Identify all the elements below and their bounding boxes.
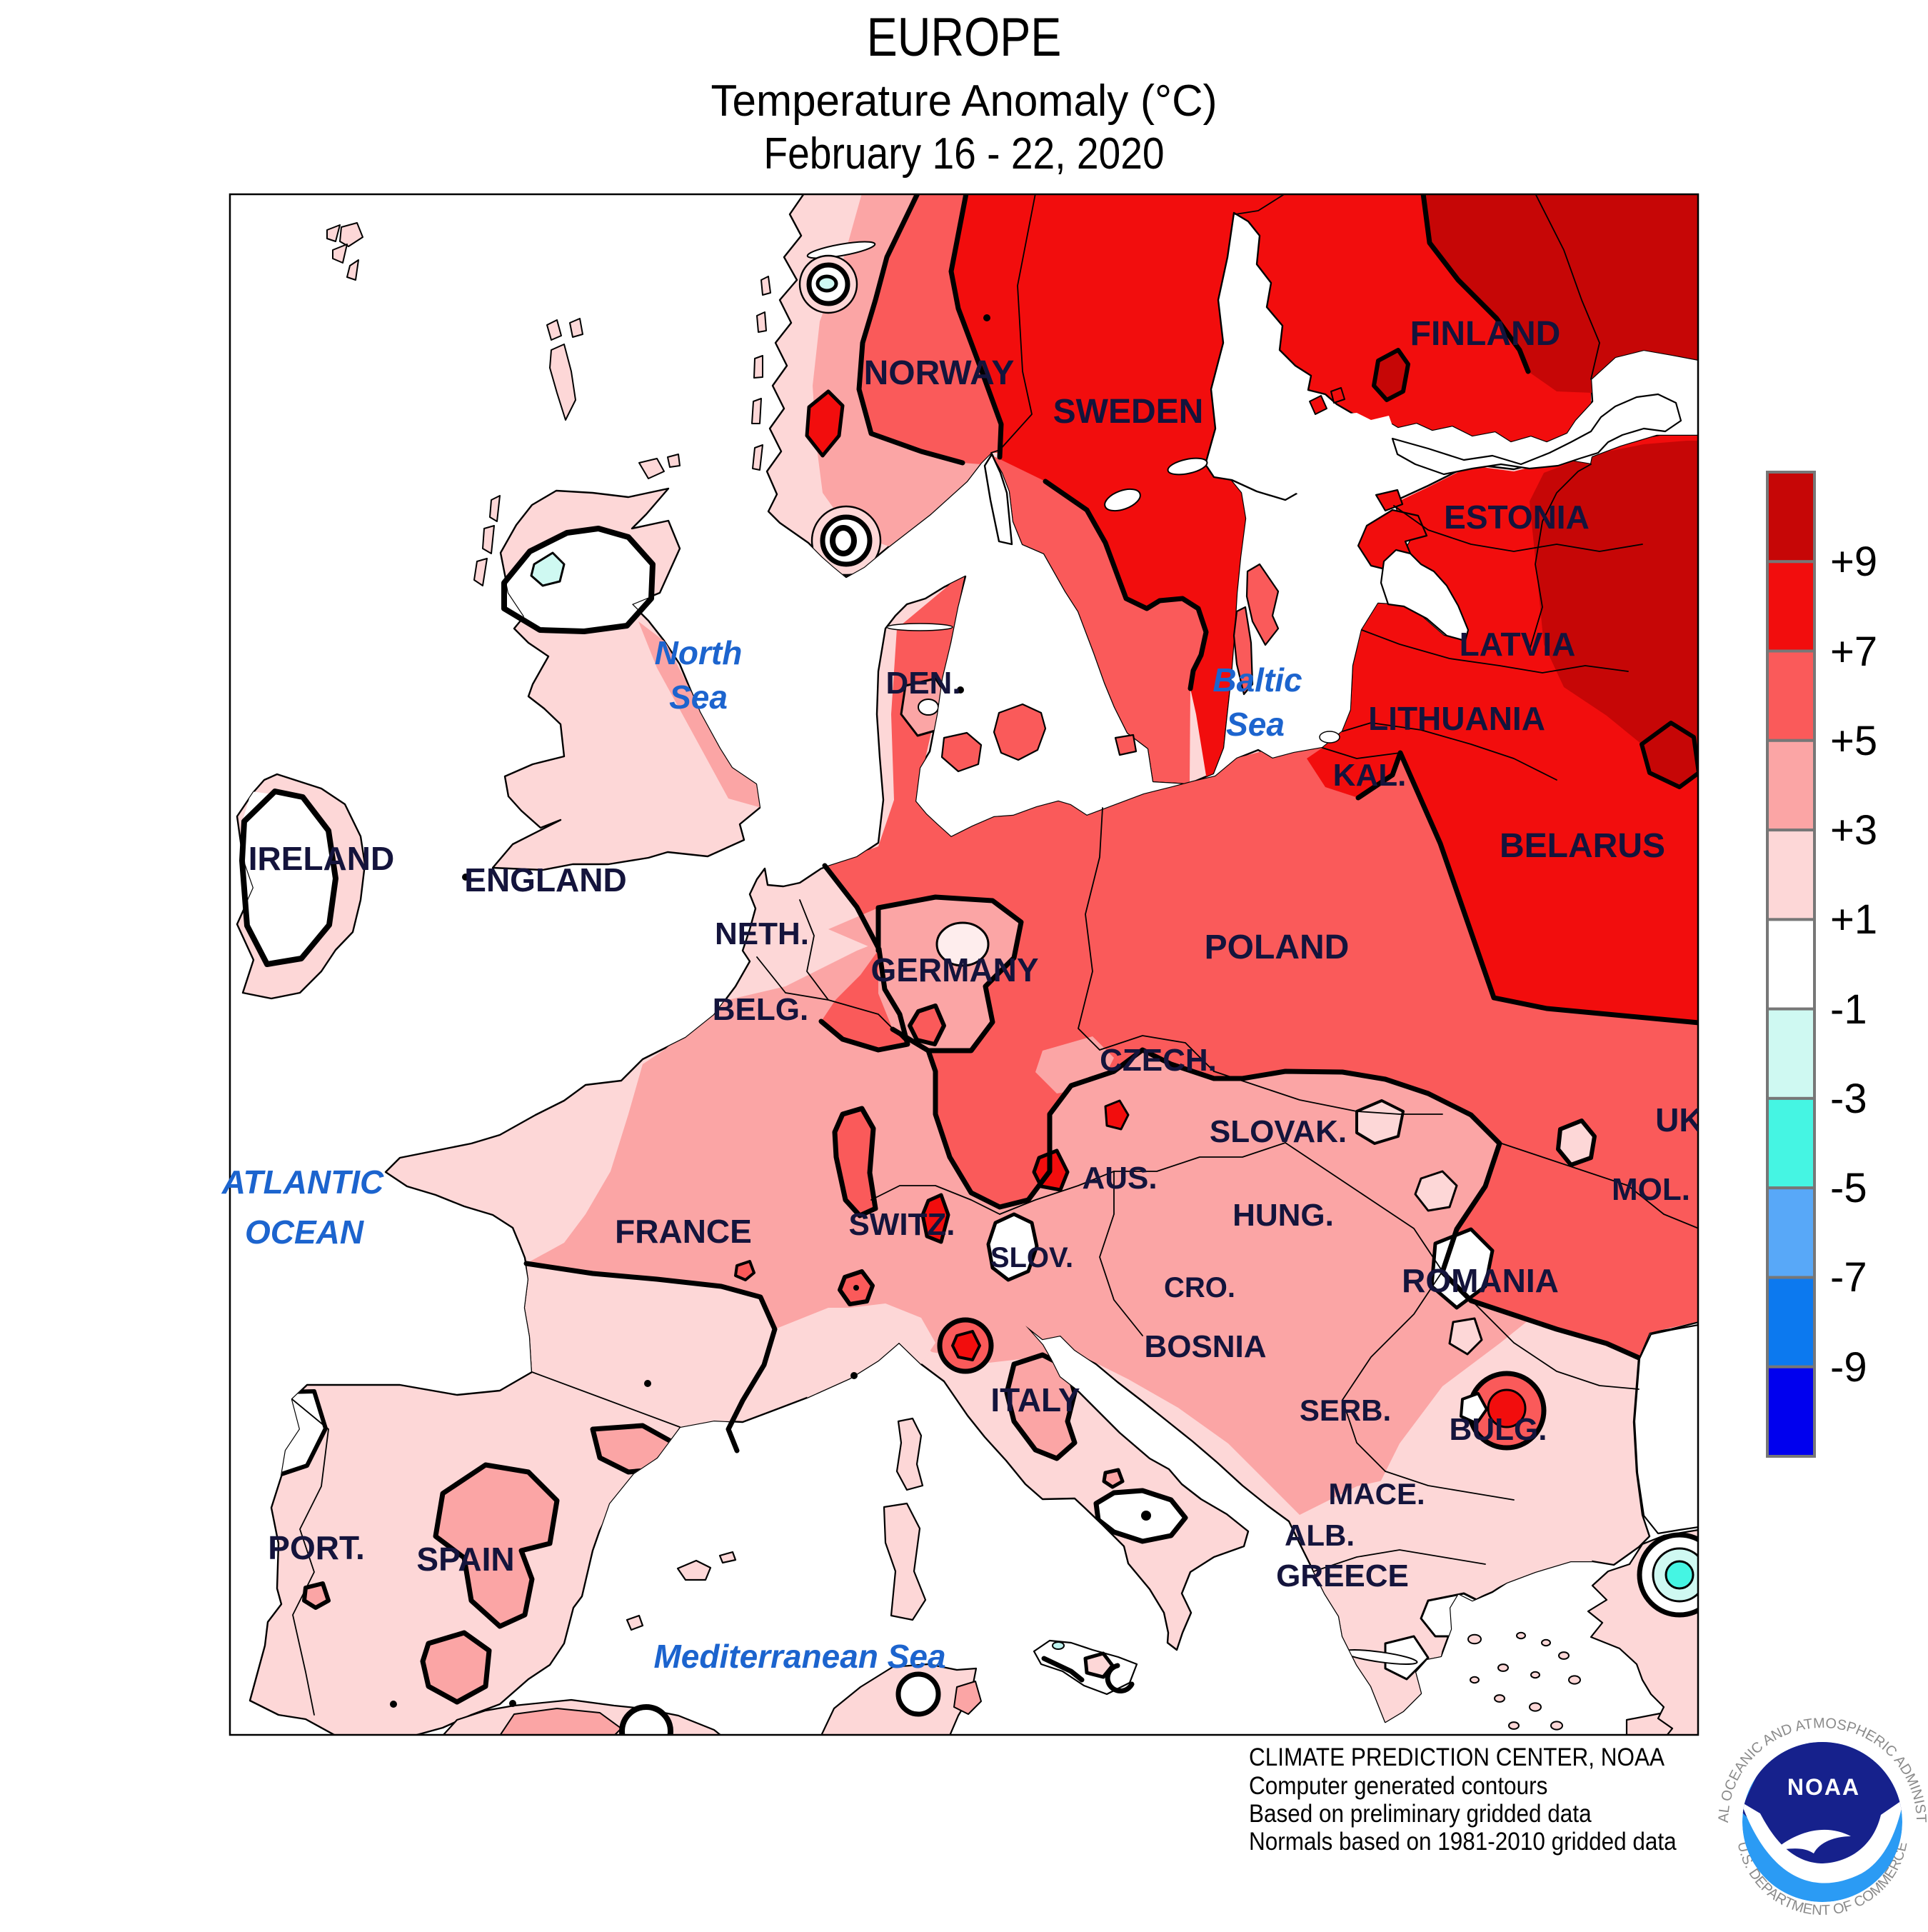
svg-text:HUNG.: HUNG. xyxy=(1232,1198,1334,1233)
svg-text:ROMANIA: ROMANIA xyxy=(1402,1262,1559,1299)
svg-text:Normals based on 1981-2010 gri: Normals based on 1981-2010 gridded data xyxy=(1249,1828,1677,1856)
svg-text:Baltic: Baltic xyxy=(1212,661,1302,699)
svg-text:Sea: Sea xyxy=(1226,706,1285,743)
svg-text:ATLANTIC: ATLANTIC xyxy=(221,1163,384,1201)
svg-text:SPAIN: SPAIN xyxy=(416,1541,514,1578)
svg-text:+1: +1 xyxy=(1830,896,1877,943)
svg-text:DEN.: DEN. xyxy=(885,666,960,701)
svg-text:MACE.: MACE. xyxy=(1328,1477,1425,1511)
svg-text:February 16 - 22, 2020: February 16 - 22, 2020 xyxy=(763,129,1164,179)
svg-text:-7: -7 xyxy=(1830,1254,1867,1301)
svg-text:ENGLAND: ENGLAND xyxy=(464,861,626,899)
svg-text:BULG.: BULG. xyxy=(1450,1412,1547,1447)
svg-text:EUROPE: EUROPE xyxy=(867,6,1062,67)
svg-text:AUS.: AUS. xyxy=(1082,1161,1157,1196)
svg-text:ALB.: ALB. xyxy=(1285,1518,1355,1552)
svg-text:-5: -5 xyxy=(1830,1165,1867,1211)
svg-text:CRO.: CRO. xyxy=(1164,1272,1235,1303)
svg-text:-9: -9 xyxy=(1830,1344,1867,1391)
svg-text:Mediterranean Sea: Mediterranean Sea xyxy=(653,1638,945,1675)
svg-text:-1: -1 xyxy=(1830,986,1867,1033)
svg-text:SWITZ.: SWITZ. xyxy=(848,1207,955,1242)
svg-text:NOAA: NOAA xyxy=(1787,1774,1860,1800)
svg-text:NETH.: NETH. xyxy=(715,916,809,951)
svg-text:ITALY: ITALY xyxy=(990,1381,1080,1418)
svg-text:ESTONIA: ESTONIA xyxy=(1444,499,1590,536)
svg-text:Sea: Sea xyxy=(669,679,728,716)
svg-text:KAL.: KAL. xyxy=(1333,758,1407,793)
svg-text:UKR: UKR xyxy=(1655,1101,1727,1138)
svg-text:FINLAND: FINLAND xyxy=(1410,315,1561,353)
svg-text:POLAND: POLAND xyxy=(1205,929,1350,966)
svg-text:LITHUANIA: LITHUANIA xyxy=(1368,700,1545,737)
svg-text:SWEDEN: SWEDEN xyxy=(1053,393,1204,431)
svg-text:PORT.: PORT. xyxy=(268,1529,364,1566)
svg-text:+5: +5 xyxy=(1830,718,1877,764)
svg-text:NORWAY: NORWAY xyxy=(864,354,1015,392)
svg-text:BELG.: BELG. xyxy=(713,992,808,1027)
svg-text:Temperature Anomaly (°C): Temperature Anomaly (°C) xyxy=(711,76,1217,125)
svg-text:SLOVAK.: SLOVAK. xyxy=(1210,1114,1347,1149)
svg-text:SLOV.: SLOV. xyxy=(990,1242,1073,1273)
svg-text:+7: +7 xyxy=(1830,629,1877,675)
svg-text:FRANCE: FRANCE xyxy=(615,1213,752,1250)
svg-text:GREECE: GREECE xyxy=(1276,1558,1409,1593)
svg-text:SERB.: SERB. xyxy=(1300,1393,1391,1427)
svg-text:OCEAN: OCEAN xyxy=(245,1213,364,1251)
svg-text:CZECH.: CZECH. xyxy=(1100,1043,1217,1078)
svg-text:-3: -3 xyxy=(1830,1076,1867,1122)
svg-text:BELARUS: BELARUS xyxy=(1500,827,1665,865)
svg-text:BOSNIA: BOSNIA xyxy=(1144,1329,1266,1364)
svg-text:MOL.: MOL. xyxy=(1612,1172,1690,1207)
svg-text:North: North xyxy=(655,634,743,671)
svg-text:+9: +9 xyxy=(1830,539,1877,585)
svg-text:CLIMATE PREDICTION CENTER, NOA: CLIMATE PREDICTION CENTER, NOAA xyxy=(1249,1744,1665,1772)
svg-text:GERMANY: GERMANY xyxy=(870,951,1038,988)
svg-text:LATVIA: LATVIA xyxy=(1460,626,1576,663)
svg-text:IRELAND: IRELAND xyxy=(248,840,394,877)
svg-text:Computer generated contours: Computer generated contours xyxy=(1249,1773,1547,1801)
svg-text:Based on preliminary gridded d: Based on preliminary gridded data xyxy=(1249,1801,1592,1828)
svg-text:+3: +3 xyxy=(1830,807,1877,854)
